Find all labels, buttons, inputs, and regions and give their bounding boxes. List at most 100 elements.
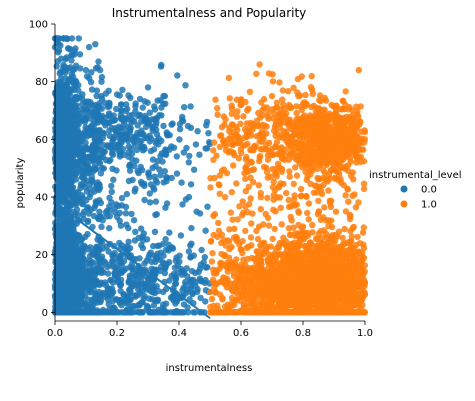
data-point	[204, 145, 210, 151]
data-point	[178, 232, 184, 238]
data-point	[145, 84, 151, 90]
data-point	[147, 190, 153, 196]
data-point	[129, 151, 135, 157]
data-point	[154, 211, 160, 217]
data-point	[83, 281, 89, 287]
data-point	[178, 179, 184, 185]
data-point	[79, 287, 85, 293]
series-1.0	[207, 61, 368, 315]
data-point	[202, 277, 208, 283]
data-point	[342, 192, 348, 198]
data-point	[157, 268, 163, 274]
data-point	[127, 128, 133, 134]
data-point	[79, 91, 85, 97]
data-point	[93, 128, 99, 134]
data-point	[327, 156, 333, 162]
data-point	[176, 253, 182, 259]
data-point	[162, 146, 168, 152]
data-point	[73, 250, 79, 256]
data-point	[198, 247, 204, 253]
data-point	[152, 163, 158, 169]
data-point	[66, 308, 72, 314]
data-point	[177, 126, 183, 132]
data-point	[55, 287, 61, 293]
data-point	[69, 137, 75, 143]
data-point	[341, 134, 347, 140]
data-point	[188, 225, 194, 231]
data-point	[156, 242, 162, 248]
data-point	[147, 138, 153, 144]
data-point	[79, 245, 85, 251]
data-point	[98, 224, 104, 230]
data-point	[154, 297, 160, 303]
data-point	[69, 77, 75, 83]
data-point	[337, 176, 343, 182]
data-point	[98, 79, 104, 85]
data-point	[100, 290, 106, 296]
data-point	[92, 272, 98, 278]
data-point	[160, 123, 166, 129]
data-point	[90, 120, 96, 126]
data-point	[193, 209, 199, 215]
data-point	[132, 188, 138, 194]
data-point	[84, 163, 90, 169]
data-point	[80, 211, 86, 217]
data-point	[105, 270, 111, 276]
data-point	[140, 245, 146, 251]
data-point	[59, 135, 65, 141]
data-point	[74, 119, 80, 125]
data-point	[66, 87, 72, 93]
data-point	[72, 83, 78, 89]
data-point	[87, 309, 93, 315]
data-point	[123, 101, 129, 107]
data-point	[109, 189, 115, 195]
data-point	[59, 110, 65, 116]
data-point	[141, 260, 147, 266]
data-point	[128, 211, 134, 217]
data-point	[157, 172, 163, 178]
data-point	[346, 114, 352, 120]
data-point	[135, 168, 141, 174]
data-point	[57, 102, 63, 108]
data-point	[85, 246, 91, 252]
data-point	[75, 145, 81, 151]
data-point	[68, 113, 74, 119]
data-point	[80, 131, 86, 137]
data-point	[360, 279, 366, 285]
data-point	[301, 243, 307, 249]
data-point	[154, 251, 160, 257]
data-point	[280, 235, 286, 241]
data-point	[160, 93, 166, 99]
data-point	[341, 226, 347, 232]
data-point	[55, 265, 61, 271]
data-point	[101, 165, 107, 171]
data-point	[80, 152, 86, 158]
data-point	[109, 150, 115, 156]
data-point	[140, 271, 146, 277]
data-point	[308, 84, 314, 90]
data-point	[141, 197, 147, 203]
data-point	[74, 105, 80, 111]
data-point	[83, 67, 89, 73]
data-point	[107, 157, 113, 163]
data-point	[187, 103, 193, 109]
data-point	[85, 218, 91, 224]
data-point	[55, 309, 61, 315]
data-point	[323, 143, 329, 149]
data-point	[100, 142, 106, 148]
data-point	[118, 138, 124, 144]
data-point	[154, 97, 160, 103]
data-point	[61, 309, 67, 315]
chart-title: Instrumentalness and Popularity	[112, 6, 307, 20]
data-point	[76, 271, 82, 277]
data-point	[96, 182, 102, 188]
data-point	[55, 242, 61, 248]
data-point	[329, 143, 335, 149]
data-point	[187, 254, 193, 260]
data-point	[110, 259, 116, 265]
data-point	[150, 243, 156, 249]
data-point	[186, 194, 192, 200]
data-point	[59, 186, 65, 192]
data-point	[176, 136, 182, 142]
data-point	[61, 161, 67, 167]
